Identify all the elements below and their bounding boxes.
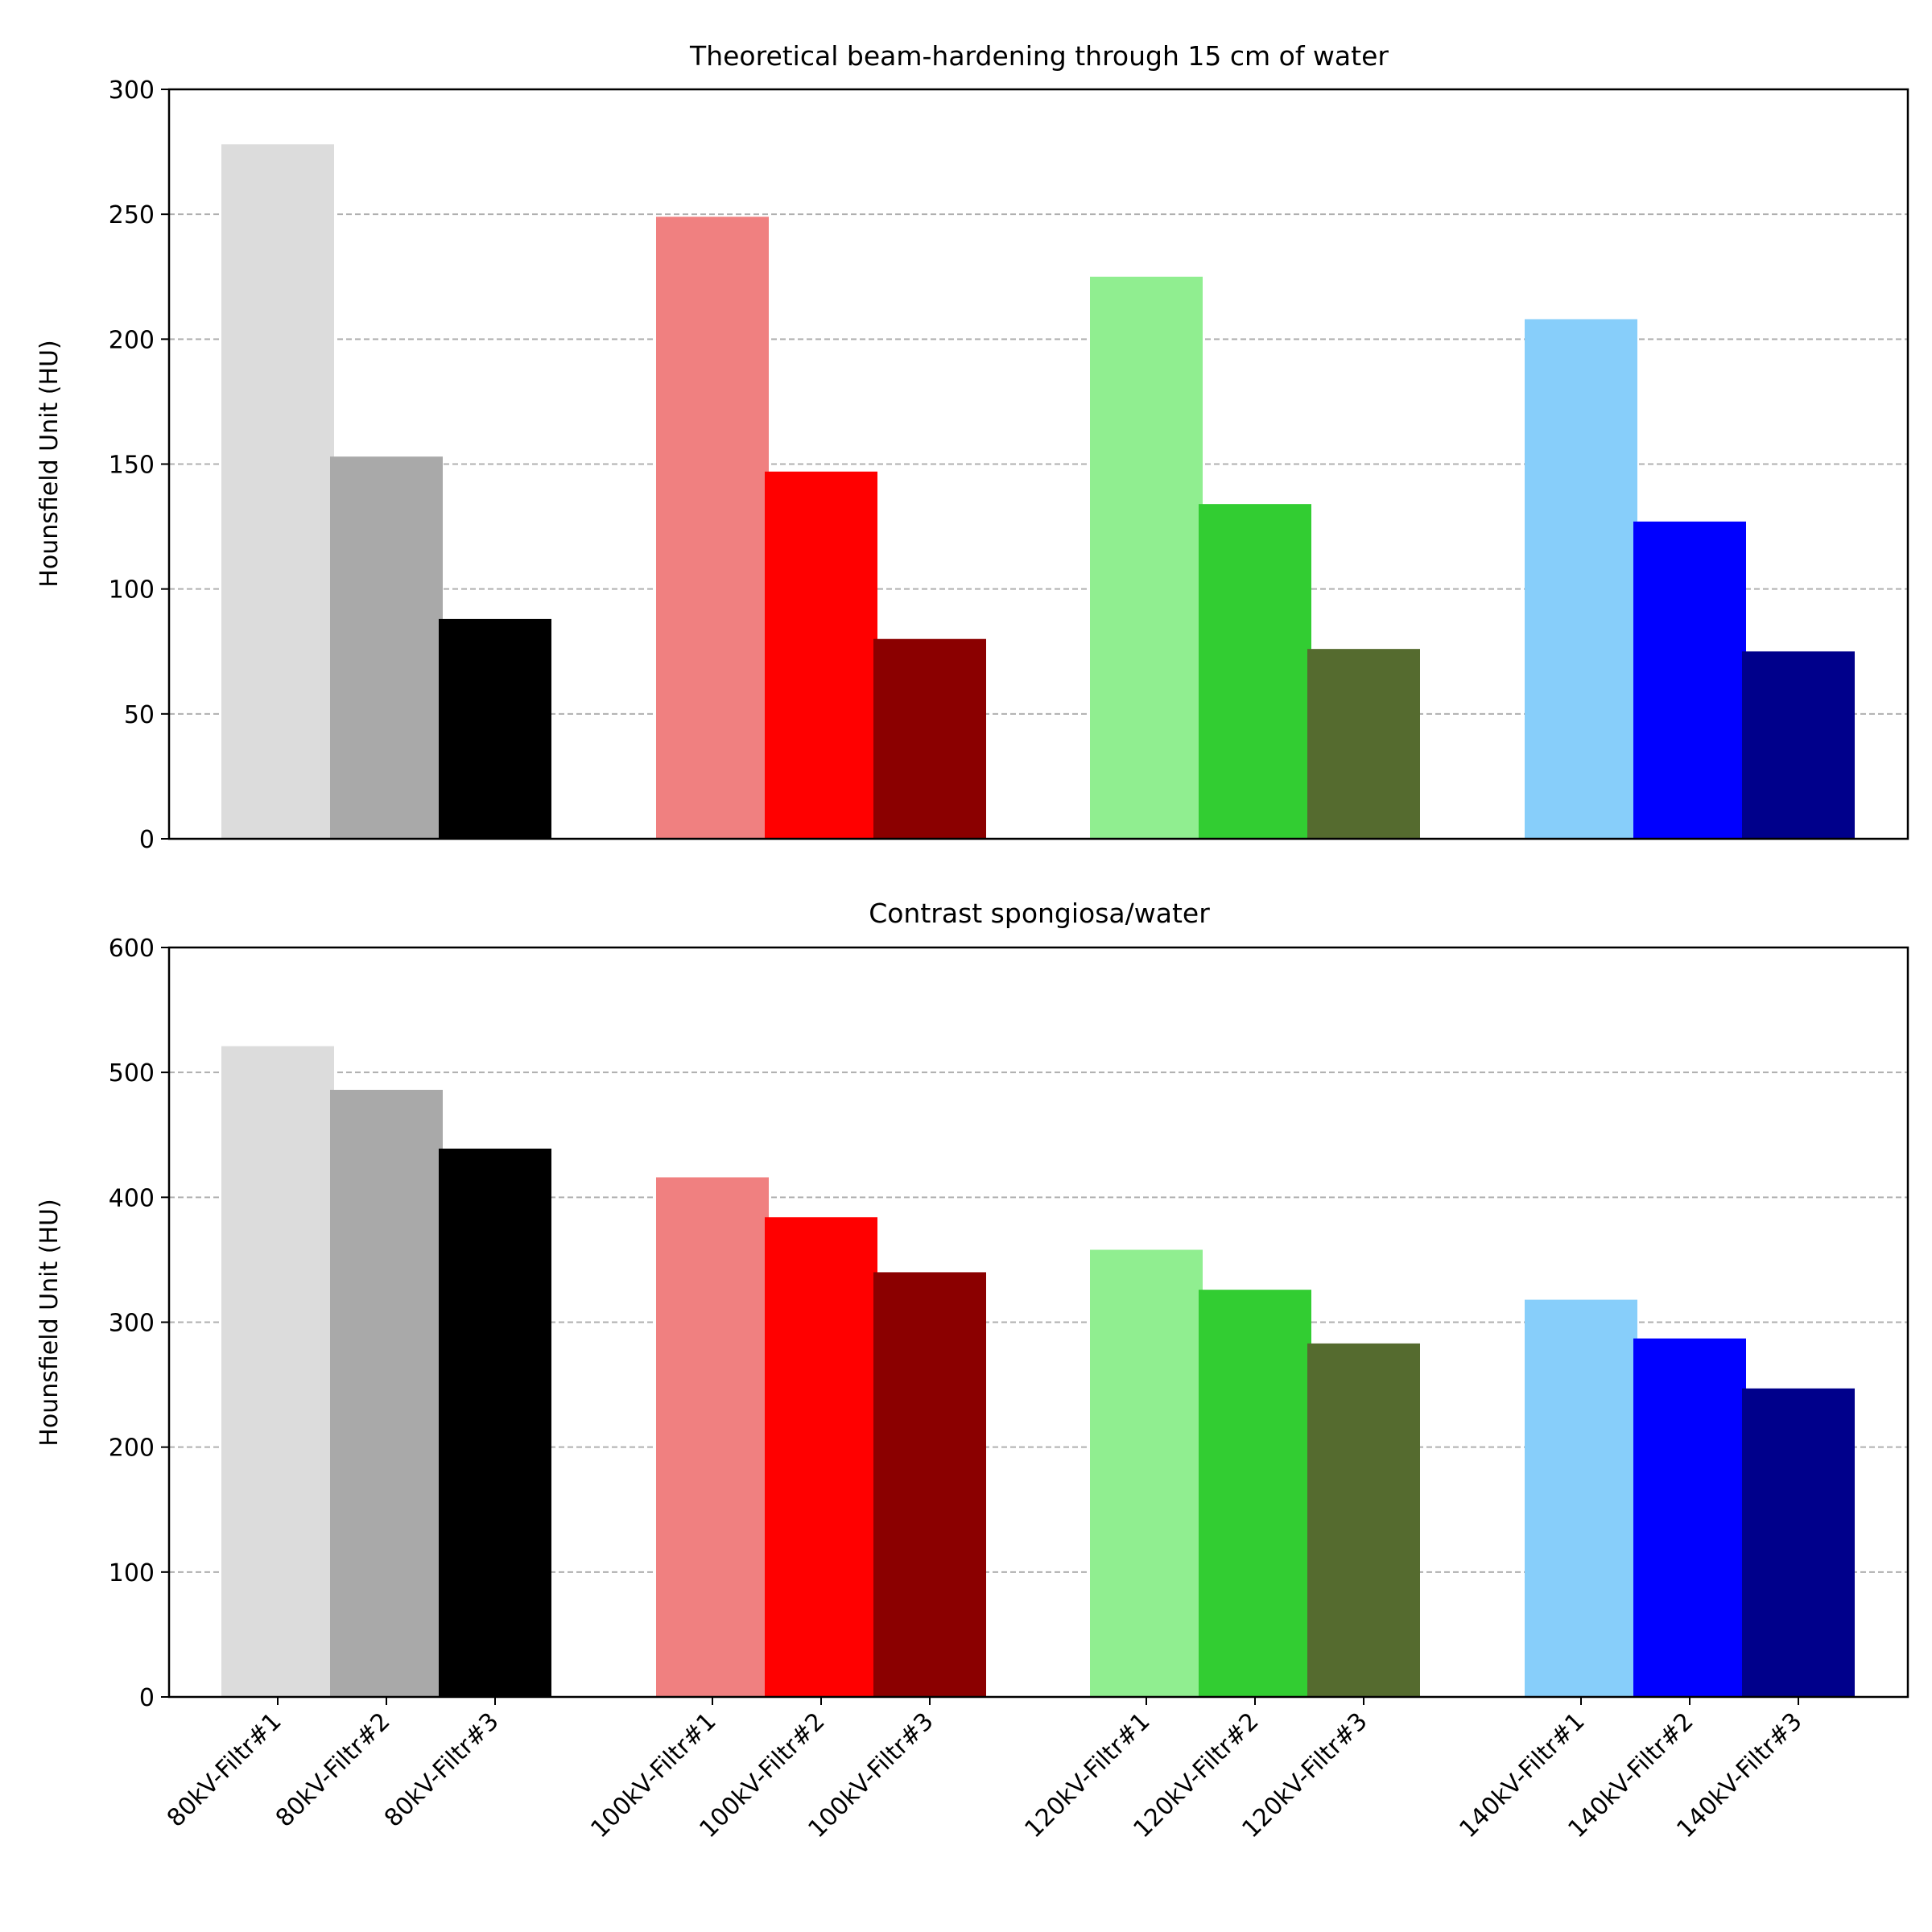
- bar-100kv-filtr-1: [656, 1177, 769, 1697]
- plot-frame: [167, 946, 1909, 1699]
- y-tick-label: 0: [139, 1684, 155, 1712]
- bar-120kv-filtr-3: [1307, 1343, 1420, 1697]
- bar-120kv-filtr-1: [1090, 1249, 1203, 1697]
- bar-100kv-filtr-3: [873, 638, 986, 839]
- bars: [221, 144, 1855, 840]
- chart-title: Theoretical beam-hardening through 15 cm…: [689, 40, 1389, 72]
- bar-140kv-filtr-1: [1525, 1299, 1637, 1697]
- x-tick-label: 80kV-Filtr#1: [162, 1707, 287, 1833]
- bar-80kv-filtr-1: [221, 144, 334, 840]
- bar-80kv-filtr-1: [221, 1046, 334, 1697]
- bar-100kv-filtr-3: [873, 1272, 986, 1697]
- axis-ticks: 0 50 100 150 200 250 300: [109, 76, 169, 854]
- bar-140kv-filtr-3: [1742, 1388, 1855, 1697]
- y-tick-label: 50: [124, 701, 155, 729]
- y-tick-label: 200: [109, 326, 155, 354]
- y-tick-label: 300: [109, 1310, 155, 1338]
- plot-frame: [167, 88, 1909, 840]
- y-tick-label: 100: [109, 576, 155, 605]
- chart-top: Theoretical beam-hardening through 15 cm…: [35, 40, 1909, 854]
- bar-140kv-filtr-2: [1633, 521, 1746, 839]
- bars: [221, 1046, 1855, 1697]
- bar-140kv-filtr-3: [1742, 651, 1855, 839]
- y-tick-label: 500: [109, 1059, 155, 1088]
- chart-title: Contrast spongiosa/water: [869, 898, 1210, 929]
- y-tick-label: 600: [109, 935, 155, 963]
- y-tick-label: 400: [109, 1184, 155, 1212]
- bar-140kv-filtr-2: [1633, 1338, 1746, 1697]
- bar-140kv-filtr-1: [1525, 319, 1637, 839]
- bar-100kv-filtr-2: [765, 1217, 877, 1697]
- y-axis-label: Hounsfield Unit (HU): [35, 1199, 64, 1446]
- x-tick-label: 80kV-Filtr#3: [379, 1707, 505, 1833]
- bar-100kv-filtr-1: [656, 217, 769, 839]
- chart-bottom: Contrast spongiosa/water Hounsfield Unit…: [35, 898, 1909, 1843]
- y-tick-label: 200: [109, 1435, 155, 1463]
- y-tick-label: 300: [109, 76, 155, 105]
- bar-120kv-filtr-1: [1090, 276, 1203, 839]
- bar-120kv-filtr-3: [1307, 649, 1420, 839]
- y-axis-label: Hounsfield Unit (HU): [35, 340, 64, 587]
- bar-80kv-filtr-3: [439, 1148, 551, 1697]
- bar-80kv-filtr-2: [330, 456, 443, 839]
- bar-120kv-filtr-2: [1199, 504, 1311, 839]
- y-tick-label: 250: [109, 201, 155, 229]
- y-tick-label: 0: [139, 826, 155, 854]
- bar-80kv-filtr-2: [330, 1089, 443, 1697]
- bar-100kv-filtr-2: [765, 471, 877, 839]
- x-tick-label: 80kV-Filtr#2: [270, 1707, 396, 1833]
- bar-80kv-filtr-3: [439, 618, 551, 839]
- y-tick-label: 150: [109, 452, 155, 480]
- bar-120kv-filtr-2: [1199, 1290, 1311, 1697]
- y-tick-label: 100: [109, 1559, 155, 1587]
